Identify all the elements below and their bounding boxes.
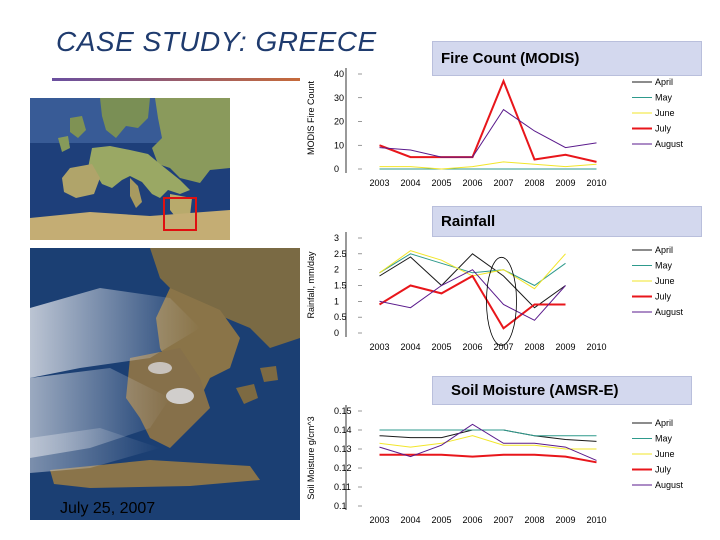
soil-x-tick-label: 2009: [555, 515, 575, 525]
rain-y-tick-label: 2: [334, 265, 339, 275]
greece-satellite-image: [30, 248, 300, 520]
rain-legend-label-august: August: [655, 307, 684, 317]
soil-y-tick-label: 0.14: [334, 425, 352, 435]
soil-y-tick-label: 0.15: [334, 406, 352, 416]
rain-x-tick-label: 2004: [400, 342, 420, 352]
fire-series-july-line: [379, 78, 597, 163]
rain-y-tick-label: 2.5: [334, 249, 347, 259]
rain-x-tick-label: 2010: [586, 342, 606, 352]
fire-x-tick-label: 2006: [462, 178, 482, 188]
fire-x-tick-label: 2005: [431, 178, 451, 188]
soil-moisture-header: Soil Moisture (AMSR-E): [432, 376, 692, 405]
fire-legend-label-may: May: [655, 93, 673, 103]
fire-legend-label-august: August: [655, 139, 684, 149]
soil-legend-label-august: August: [655, 480, 684, 490]
rain-y-tick-label: 0: [334, 328, 339, 338]
rain-y-tick-label: 1.5: [334, 281, 347, 291]
soil-x-tick-label: 2008: [524, 515, 544, 525]
europe-map-image: [30, 98, 230, 240]
fire-x-tick-label: 2008: [524, 178, 544, 188]
soil-x-tick-label: 2010: [586, 515, 606, 525]
fire-y-tick-label: 40: [334, 69, 344, 79]
fire-x-tick-label: 2003: [369, 178, 389, 188]
fire-x-tick-label: 2009: [555, 178, 575, 188]
soil-legend-label-july: July: [655, 465, 672, 475]
rain-y-axis-label: Rainfall, mm/day: [306, 251, 316, 319]
rain-series-april-line: [379, 253, 566, 309]
soil-x-tick-label: 2006: [462, 515, 482, 525]
soil-legend-label-june: June: [655, 449, 675, 459]
fire-y-tick-label: 10: [334, 140, 344, 150]
soil-y-tick-label: 0.12: [334, 463, 352, 473]
soil-moisture-header-text: Soil Moisture (AMSR-E): [451, 382, 619, 399]
rain-x-tick-label: 2007: [493, 342, 513, 352]
rain-series-august-line: [379, 269, 566, 321]
rain-x-tick-label: 2009: [555, 342, 575, 352]
soil-legend-label-april: April: [655, 418, 673, 428]
soil-series-august-line: [379, 423, 597, 461]
rain-x-tick-label: 2003: [369, 342, 389, 352]
soil-moisture-chart: Soil Moisture g/cm^3 0.1 0.11 0.12 0.13 0.14 0…: [306, 405, 684, 525]
fire-x-tick-label: 2004: [400, 178, 420, 188]
soil-series-may-line: [379, 429, 597, 437]
rain-annotation-ellipse: [486, 256, 517, 346]
rain-legend-label-may: May: [655, 261, 673, 271]
rain-legend-label-june: June: [655, 276, 675, 286]
fire-legend-label-july: July: [655, 124, 672, 134]
rain-y-tick-label: 0.5: [334, 312, 347, 322]
fire-legend-label-april: April: [655, 77, 673, 87]
soil-y-tick-label: 0.1: [334, 501, 347, 511]
soil-y-axis-label: Soil Moisture g/cm^3: [306, 416, 316, 499]
fire-x-tick-label: 2010: [586, 178, 606, 188]
rain-legend-label-april: April: [655, 245, 673, 255]
rain-y-tick-label: 3: [334, 233, 339, 243]
fire-x-tick-label: 2007: [493, 178, 513, 188]
soil-y-tick-label: 0.13: [334, 444, 352, 454]
soil-series-june-line: [379, 435, 597, 450]
rain-series-may-line: [379, 253, 566, 287]
fire-count-chart: MODIS Fire Count 0 10 20 30 40 2003 2004 2005 200…: [306, 68, 684, 188]
fire-count-header: Fire Count (MODIS): [432, 41, 702, 76]
rain-legend-label-july: July: [655, 292, 672, 302]
fire-y-tick-label: 30: [334, 93, 344, 103]
rain-x-tick-label: 2006: [462, 342, 482, 352]
fire-series-august-line: [379, 108, 597, 158]
soil-y-tick-label: 0.11: [334, 482, 351, 492]
soil-x-tick-label: 2004: [400, 515, 420, 525]
rainfall-header-text: Rainfall: [441, 213, 496, 230]
rain-series-july-line: [378, 274, 566, 330]
fire-count-header-text: Fire Count (MODIS): [441, 50, 580, 67]
fire-y-tick-label: 20: [334, 117, 344, 127]
title-underline: [52, 78, 300, 81]
rainfall-chart: Rainfall, mm/day 0 0.5 1 1.5 2 2.5 3 2003 2004 200…: [306, 232, 684, 352]
rain-x-tick-label: 2008: [524, 342, 544, 352]
rainfall-header: Rainfall: [432, 206, 702, 237]
soil-legend-label-may: May: [655, 434, 673, 444]
image-caption: July 25, 2007: [60, 500, 156, 517]
soil-x-tick-label: 2003: [369, 515, 389, 525]
slide-title: CASE STUDY: GREECE: [56, 26, 377, 57]
rain-y-tick-label: 1: [334, 296, 339, 306]
soil-x-tick-label: 2005: [431, 515, 451, 525]
soil-x-tick-label: 2007: [493, 515, 513, 525]
rain-x-tick-label: 2005: [431, 342, 451, 352]
fire-legend-label-june: June: [655, 108, 675, 118]
fire-y-tick-label: 0: [334, 164, 339, 174]
fire-series-june-line: [379, 161, 597, 170]
fire-y-axis-label: MODIS Fire Count: [306, 80, 316, 155]
